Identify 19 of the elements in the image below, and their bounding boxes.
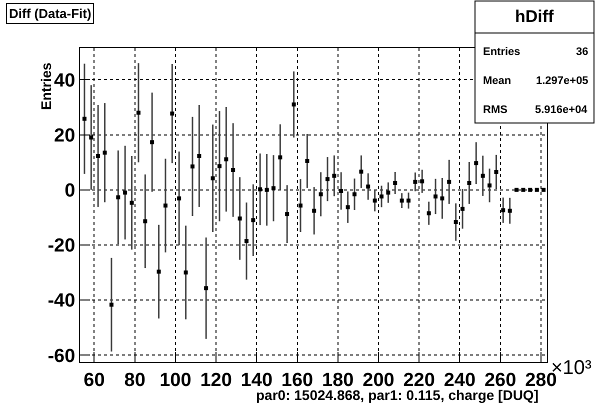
x-tick-label: 100 — [160, 370, 192, 391]
y-tick-label: 20 — [54, 125, 76, 146]
x-tick-label: 80 — [124, 370, 146, 391]
chart-title: Diff (Data-Fit) — [9, 6, 92, 21]
y-tick-label: -20 — [48, 236, 76, 257]
text: 36 — [576, 46, 588, 58]
annotation: 1.297e+05 — [536, 75, 588, 87]
y-axis-title: Entries — [38, 62, 54, 110]
annotation: Entries — [483, 46, 520, 58]
y-tick-label: 40 — [54, 70, 76, 92]
text: hDiff — [515, 7, 554, 26]
annotation: Mean — [483, 75, 512, 87]
y-tick-label: -60 — [48, 346, 76, 367]
annotation: 5.916e+04 — [535, 104, 588, 116]
x-tick-label: 120 — [200, 370, 232, 391]
x-tick-label: 60 — [84, 370, 105, 391]
y-tick-label: 0 — [64, 180, 76, 202]
annotation: RMS — [483, 104, 508, 116]
y-tick-label: -40 — [48, 290, 76, 312]
